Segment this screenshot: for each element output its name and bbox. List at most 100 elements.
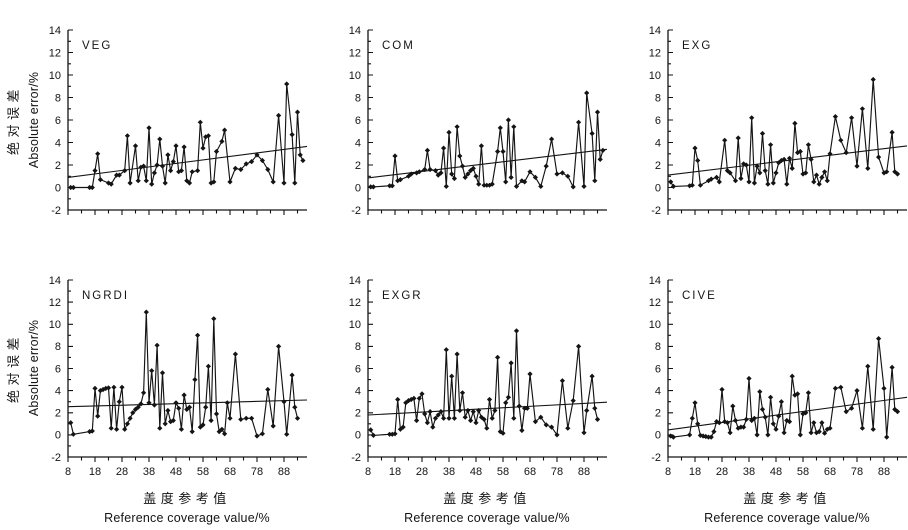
x-tick-label: 18 xyxy=(89,466,101,478)
y-tick-label: 6 xyxy=(355,115,361,127)
y-tick-label: 8 xyxy=(655,92,661,104)
y-tick-label: 2 xyxy=(355,408,361,420)
x-tick-label: 8 xyxy=(65,466,71,478)
tick-marks xyxy=(67,29,299,215)
x-axis-label-cn-col3: 盖度参考值 xyxy=(743,491,831,506)
y-tick-label: -2 xyxy=(51,205,61,217)
x-tick-label: 38 xyxy=(143,466,155,478)
y-axis-label-cn-row2: 绝对误差 xyxy=(6,333,21,403)
panel-label: EXG xyxy=(682,40,712,52)
series-line xyxy=(370,92,604,188)
y-tick-label: 10 xyxy=(349,70,361,82)
y-tick-label: 8 xyxy=(355,341,361,353)
series-line xyxy=(670,338,898,438)
y-tick-label: 0 xyxy=(655,430,661,442)
y-tick-label: 4 xyxy=(655,385,661,397)
x-tick-label: 88 xyxy=(878,466,890,478)
x-tick-label: 68 xyxy=(824,466,836,478)
y-tick-label: 6 xyxy=(55,115,61,127)
data-markers xyxy=(668,76,901,189)
y-tick-label: 4 xyxy=(655,137,661,149)
y-tick-label: 14 xyxy=(649,275,661,287)
y-tick-label: 8 xyxy=(55,92,61,104)
x-tick-label: 48 xyxy=(770,466,782,478)
y-tick-label: 12 xyxy=(49,297,61,309)
tick-marks xyxy=(367,29,599,215)
y-tick-label: 14 xyxy=(349,275,361,287)
y-tick-label: 6 xyxy=(655,115,661,127)
x-tick-label: 8 xyxy=(665,466,671,478)
data-markers xyxy=(668,336,901,440)
panel-veg: -2 0 2 4 6 8 10 12 14 VEG xyxy=(49,25,308,217)
y-tick-label: 12 xyxy=(349,297,361,309)
data-markers xyxy=(368,328,601,438)
x-tick-label: 58 xyxy=(497,466,509,478)
y-tick-label: 0 xyxy=(655,182,661,194)
trend-line xyxy=(67,145,308,178)
trend-line xyxy=(367,401,608,416)
y-tick-label: -2 xyxy=(351,452,361,464)
data-markers xyxy=(68,309,301,439)
y-tick-label: 14 xyxy=(349,25,361,37)
x-tick-label: 48 xyxy=(170,466,182,478)
x-tick-label: 68 xyxy=(524,466,536,478)
x-tick-label: 78 xyxy=(551,466,563,478)
panel-label: EXGR xyxy=(382,290,423,302)
y-tick-label: 6 xyxy=(55,363,61,375)
y-tick-label: 14 xyxy=(49,275,61,287)
y-tick-label: 2 xyxy=(55,408,61,420)
tick-marks xyxy=(67,279,299,462)
x-axis-label-cn-col2: 盖度参考值 xyxy=(443,491,531,506)
y-tick-label: 14 xyxy=(649,25,661,37)
y-tick-label: 14 xyxy=(49,25,61,37)
y-tick-label: 12 xyxy=(349,47,361,59)
panel-label: NGRDI xyxy=(82,290,129,302)
y-tick-label: 4 xyxy=(55,385,61,397)
y-axis-label-en-row1: Absolute error/% xyxy=(27,72,41,168)
y-tick-label: 10 xyxy=(649,70,661,82)
x-tick-label: 28 xyxy=(116,466,128,478)
trend-line xyxy=(367,148,608,179)
trend-line xyxy=(667,396,908,431)
y-tick-label: 4 xyxy=(55,137,61,149)
y-tick-label: 0 xyxy=(355,430,361,442)
x-tick-label: 38 xyxy=(443,466,455,478)
y-tick-label: 2 xyxy=(355,160,361,172)
y-tick-label: 10 xyxy=(49,70,61,82)
series-line xyxy=(70,311,299,437)
y-tick-label: -2 xyxy=(351,205,361,217)
x-tick-label: 38 xyxy=(743,466,755,478)
y-tick-label: 0 xyxy=(55,182,61,194)
x-tick-label: 8 xyxy=(365,466,371,478)
y-tick-label: 10 xyxy=(349,319,361,331)
y-tick-label: 2 xyxy=(55,160,61,172)
data-markers xyxy=(68,81,306,191)
y-tick-label: 0 xyxy=(355,182,361,194)
x-tick-label: 58 xyxy=(197,466,209,478)
trend-line xyxy=(67,399,308,408)
y-tick-label: 8 xyxy=(655,341,661,353)
y-tick-label: 4 xyxy=(355,385,361,397)
axis-spines xyxy=(667,280,907,458)
x-tick-label: 68 xyxy=(224,466,236,478)
panel-label: CIVE xyxy=(682,290,717,302)
data-markers xyxy=(368,90,606,190)
x-axis-label-en-col3: Reference coverage value/% xyxy=(704,511,870,525)
y-tick-label: 2 xyxy=(655,160,661,172)
y-tick-label: 4 xyxy=(355,137,361,149)
y-tick-label: -2 xyxy=(651,205,661,217)
y-tick-label: 10 xyxy=(649,319,661,331)
y-tick-label: -2 xyxy=(651,452,661,464)
x-tick-label: 48 xyxy=(470,466,482,478)
y-tick-label: 8 xyxy=(355,92,361,104)
y-tick-label: 12 xyxy=(649,47,661,59)
y-tick-label: 12 xyxy=(649,297,661,309)
y-axis-label-en-row2: Absolute error/% xyxy=(27,320,41,416)
tick-marks xyxy=(367,279,599,462)
x-tick-label: 78 xyxy=(251,466,263,478)
x-tick-label: 88 xyxy=(278,466,290,478)
